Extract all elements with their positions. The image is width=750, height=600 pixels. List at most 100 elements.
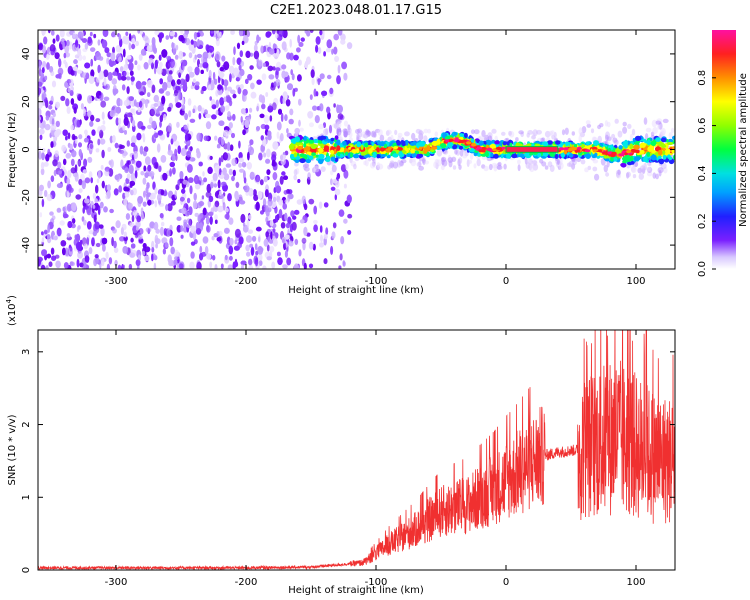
noise-speckle (42, 86, 46, 91)
noise-speckle (115, 117, 119, 126)
ridge-halo (389, 160, 395, 165)
colorbar-gradient (712, 30, 736, 269)
noise-speckle (75, 241, 82, 251)
noise-speckle (263, 114, 270, 124)
ridge-halo (617, 169, 621, 175)
ridge-halo (363, 160, 367, 166)
noise-speckle (309, 94, 313, 100)
noise-speckle (269, 246, 275, 253)
noise-speckle (203, 109, 208, 116)
noise-speckle (198, 63, 204, 68)
noise-speckle (211, 114, 217, 120)
ridge-core (618, 153, 625, 157)
noise-speckle (278, 108, 282, 115)
noise-speckle (126, 76, 131, 81)
noise-speckle (329, 87, 334, 95)
noise-speckle (242, 89, 248, 96)
noise-speckle (162, 81, 168, 91)
ridge-halo (501, 131, 506, 136)
noise-speckle (166, 55, 171, 60)
noise-speckle (194, 84, 200, 91)
noise-speckle (209, 96, 212, 101)
noise-speckle (48, 261, 53, 268)
noise-speckle (214, 264, 218, 269)
noise-speckle (162, 248, 166, 255)
noise-speckle (107, 71, 113, 81)
noise-speckle (123, 197, 128, 207)
noise-speckle (269, 115, 273, 122)
noise-speckle (161, 95, 166, 105)
noise-speckle (266, 244, 270, 252)
noise-speckle (39, 134, 43, 140)
noise-speckle (153, 103, 158, 107)
ridge-blob (431, 146, 438, 150)
noise-speckle (99, 260, 102, 269)
noise-speckle (38, 150, 42, 160)
noise-speckle (78, 149, 82, 157)
noise-speckle (275, 185, 282, 194)
noise-speckle (247, 229, 253, 234)
ridge-halo (585, 120, 591, 125)
noise-speckle (113, 240, 117, 249)
noise-speckle (169, 161, 175, 168)
ridge-blob (667, 154, 671, 159)
ridge-blob (642, 156, 648, 163)
noise-speckle (281, 236, 287, 244)
noise-speckle (128, 33, 132, 41)
ridge-halo (592, 159, 599, 164)
ridge-halo (468, 159, 472, 164)
ridge-blob (352, 153, 360, 159)
ridge-blob (453, 131, 458, 136)
noise-speckle (44, 75, 48, 81)
ridge-halo (632, 174, 637, 179)
noise-speckle (179, 196, 185, 202)
noise-speckle (333, 33, 340, 41)
noise-speckle (297, 74, 302, 82)
noise-speckle (41, 30, 46, 36)
noise-speckle (103, 69, 109, 78)
noise-speckle (80, 103, 84, 110)
noise-speckle (297, 179, 301, 183)
noise-speckle (336, 75, 341, 85)
noise-speckle (301, 195, 306, 205)
noise-speckle (270, 231, 273, 240)
noise-speckle (194, 54, 197, 60)
ridge-blob (360, 144, 364, 150)
noise-speckle (137, 195, 144, 204)
noise-speckle (229, 255, 233, 261)
noise-speckle (65, 152, 72, 159)
noise-speckle (161, 237, 168, 245)
y-tick-label: 0 (21, 567, 32, 573)
noise-speckle (131, 43, 136, 50)
noise-speckle (98, 224, 104, 229)
figure-title: C2E1.2023.048.01.17.G15 (270, 3, 442, 18)
noise-speckle (122, 246, 128, 254)
noise-speckle (193, 78, 196, 83)
noise-speckle (275, 232, 279, 239)
noise-speckle (132, 119, 136, 127)
noise-speckle (125, 213, 130, 220)
noise-speckle (39, 184, 44, 192)
noise-speckle (306, 56, 311, 65)
noise-speckle (214, 200, 220, 208)
ridge-blob (660, 137, 667, 143)
x-tick-label: -200 (235, 577, 258, 588)
ridge-blob (392, 153, 399, 158)
noise-speckle (65, 135, 68, 141)
noise-speckle (114, 174, 120, 181)
noise-speckle (106, 57, 110, 65)
noise-speckle (220, 263, 224, 269)
noise-speckle (169, 237, 174, 247)
noise-speckle (238, 152, 243, 160)
noise-speckle (206, 183, 212, 193)
noise-speckle (185, 37, 191, 46)
noise-speckle (213, 233, 219, 238)
noise-speckle (342, 261, 346, 267)
ridge-blob (297, 146, 303, 150)
noise-speckle (151, 247, 155, 253)
noise-speckle (134, 60, 138, 65)
ridge-blob (629, 143, 634, 149)
noise-speckle (87, 156, 93, 163)
noise-speckle (139, 100, 143, 108)
noise-speckle (135, 80, 142, 90)
